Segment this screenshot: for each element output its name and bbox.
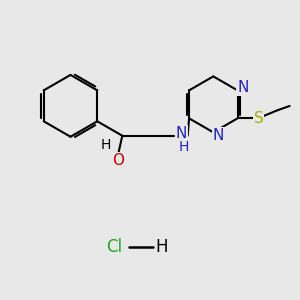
Text: S: S <box>254 111 264 126</box>
Text: N: N <box>176 126 187 141</box>
Text: Cl: Cl <box>106 238 123 256</box>
Text: O: O <box>112 153 124 168</box>
Text: H: H <box>155 238 168 256</box>
Text: H: H <box>178 140 189 154</box>
Text: H: H <box>100 138 111 152</box>
Text: N: N <box>213 128 224 143</box>
Text: N: N <box>237 80 248 95</box>
